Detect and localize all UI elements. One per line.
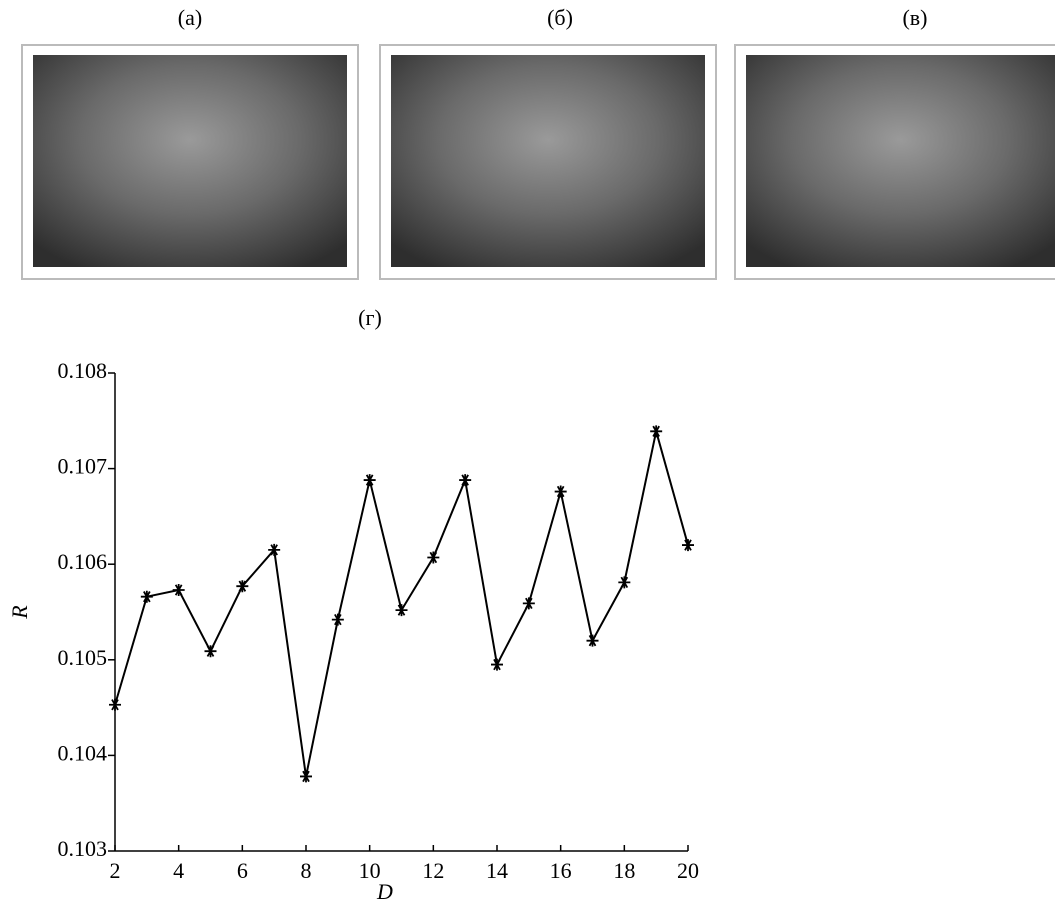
x-tick-label: 8 — [301, 858, 312, 883]
x-tick-label: 14 — [486, 858, 508, 883]
x-tick-label: 2 — [110, 858, 121, 883]
marker — [491, 658, 503, 671]
marker — [331, 613, 344, 626]
photo — [33, 55, 347, 267]
marker — [268, 543, 281, 556]
marker — [650, 425, 663, 438]
y-tick-label: 0.108 — [58, 358, 108, 383]
marker — [522, 597, 535, 610]
y-tick-label: 0.107 — [58, 454, 108, 479]
x-tick-label: 18 — [613, 858, 635, 883]
marker — [172, 584, 185, 597]
y-tick-label: 0.105 — [58, 645, 108, 670]
x-tick-label: 10 — [359, 858, 381, 883]
marker — [427, 551, 440, 564]
x-axis-label: D — [376, 879, 393, 904]
chart-title: (г) — [358, 305, 382, 330]
marker — [236, 580, 249, 593]
marker — [300, 770, 312, 783]
x-tick-label: 20 — [677, 858, 699, 883]
marker — [140, 590, 153, 603]
y-tick-label: 0.104 — [58, 740, 108, 765]
marker — [363, 474, 376, 487]
marker — [109, 698, 121, 711]
panel-label: (б) — [547, 5, 573, 30]
panel-label: (в) — [902, 5, 927, 30]
panel-label: (а) — [178, 5, 202, 30]
x-tick-label: 4 — [173, 858, 184, 883]
y-tick-label: 0.103 — [58, 836, 108, 861]
series-line — [114, 431, 689, 777]
photo — [746, 55, 1055, 267]
y-axis-label: R — [7, 605, 32, 620]
marker — [618, 576, 631, 589]
marker — [459, 474, 472, 487]
marker — [586, 634, 599, 647]
x-tick-label: 16 — [550, 858, 572, 883]
marker — [682, 539, 694, 552]
marker — [554, 485, 567, 498]
x-tick-label: 12 — [422, 858, 444, 883]
x-tick-label: 6 — [237, 858, 248, 883]
marker — [204, 645, 217, 658]
marker — [395, 604, 408, 617]
photo — [391, 55, 705, 267]
y-tick-label: 0.106 — [58, 549, 108, 574]
